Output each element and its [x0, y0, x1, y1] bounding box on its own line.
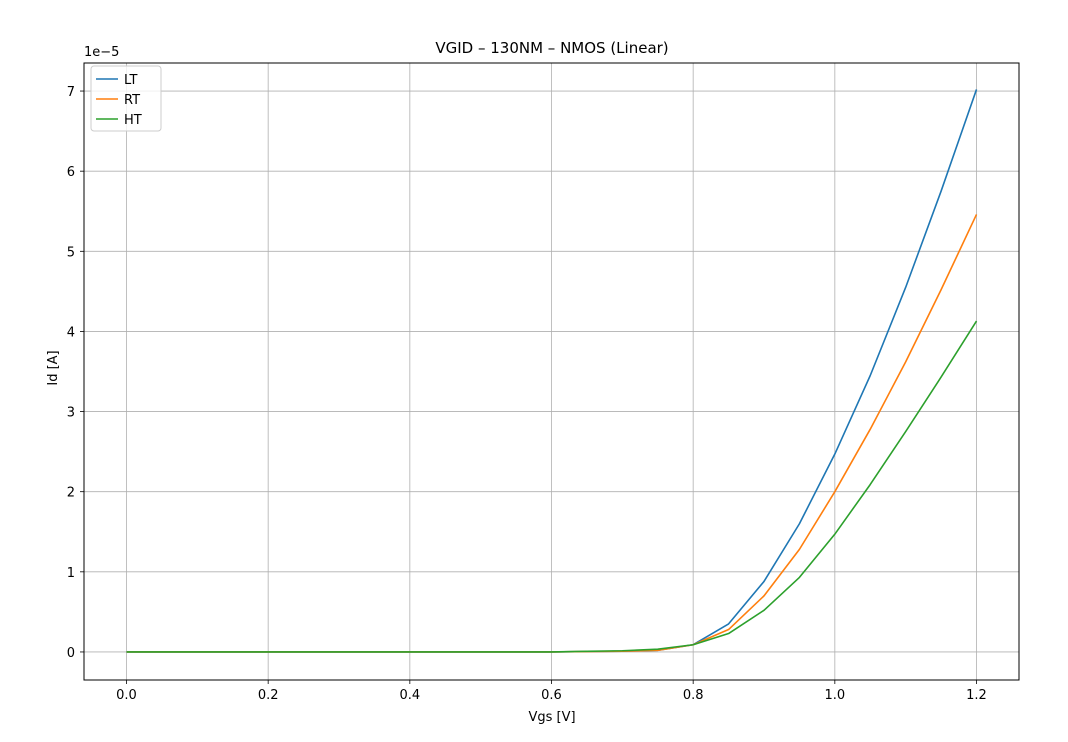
x-tick-label: 0.6 [541, 688, 562, 703]
y-tick-label: 4 [67, 325, 75, 340]
y-tick-label: 1 [67, 566, 75, 581]
y-tick-label: 6 [67, 165, 75, 180]
legend-label-ht: HT [124, 113, 142, 128]
legend-label-rt: RT [124, 93, 140, 108]
y-tick-label: 5 [67, 245, 75, 260]
y-tick-label: 2 [67, 486, 75, 501]
series-lines [126, 89, 978, 653]
y-tick-label: 7 [67, 85, 75, 100]
legend-label-lt: LT [124, 73, 137, 88]
x-tick-label: 0.2 [258, 688, 279, 703]
x-tick-label: 1.0 [824, 688, 845, 703]
legend: LT RT HT [90, 65, 162, 132]
y-tick-label: 3 [67, 406, 75, 421]
axis-ticks: 0.0 0.2 0.4 0.6 0.8 1.0 1.2 0 1 2 3 4 5 6 7 [67, 85, 987, 703]
y-axis-offset-text: 1e−5 [84, 45, 119, 60]
x-axis-label: Vgs [V] [528, 710, 575, 725]
series-line-ht [126, 320, 978, 653]
x-tick-label: 0.8 [683, 688, 704, 703]
y-axis-label: Id [A] [46, 350, 61, 385]
x-tick-label: 0.4 [399, 688, 420, 703]
legend-box [90, 65, 162, 132]
x-tick-label: 0.0 [116, 688, 137, 703]
y-tick-label: 0 [67, 646, 75, 661]
chart-title: VGID – 130NM – NMOS (Linear) [435, 39, 668, 57]
x-tick-label: 1.2 [966, 688, 987, 703]
